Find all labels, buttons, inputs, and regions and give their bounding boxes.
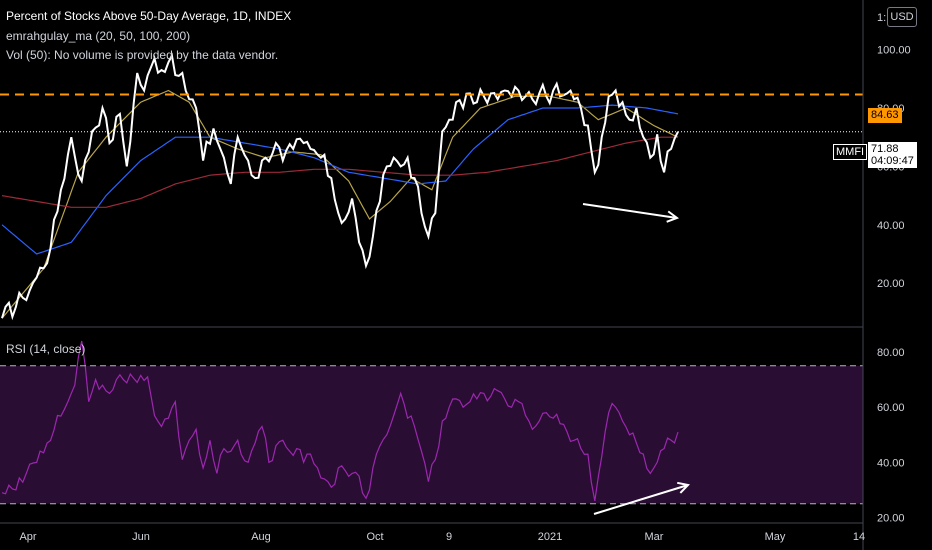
time-tick-label: Mar [645,531,664,543]
rsi-divergence-arrow-head [677,481,690,494]
ma200-line [1,136,678,208]
time-tick-label: Jun [132,531,150,543]
symbol-tag: MMFI [833,144,868,160]
user-drawings[interactable] [582,203,690,515]
axis-top-clipped-label: 1: [877,12,886,24]
rsi-line [1,340,679,502]
ma-study-legend[interactable]: emrahgulay_ma (20, 50, 100, 200) [6,29,191,43]
time-tick-label: Apr [19,531,36,543]
last-price-value: 71.88 [871,143,899,155]
time-tick-label: 9 [446,531,452,543]
chart-title[interactable]: Percent of Stocks Above 50-Day Average, … [6,9,292,23]
level-price-tag: 84.63 [868,108,902,123]
rsi-band [0,365,863,504]
price-divergence-arrow-head [666,210,680,223]
rsi-band-lines [0,365,863,505]
rsi-tick-label: 80.00 [877,347,905,359]
ma50-line [1,104,679,255]
last-price-tag: 71.88 04:09:47 [868,142,917,168]
time-tick-label: May [765,531,786,543]
price-divergence-arrow [582,203,678,219]
time-tick-label: 14 [853,531,865,543]
time-tick-label: Aug [251,531,271,543]
time-tick-label: Oct [366,531,383,543]
rsi-tick-label: 40.00 [877,457,905,469]
currency-button[interactable]: USD [887,7,917,27]
price-tick-label: 40.00 [877,220,905,232]
rsi-axis[interactable]: 20.00 40.00 60.00 80.00 [877,347,905,524]
volume-study-legend[interactable]: Vol (50): No volume is provided by the d… [6,48,279,62]
time-axis[interactable]: Apr Jun Aug Oct 9 2021 Mar May 14 [19,531,865,543]
rsi-tick-label: 60.00 [877,402,905,414]
time-tick-label: 2021 [538,531,562,543]
bar-countdown: 04:09:47 [871,155,914,167]
rsi-divergence-arrow [593,484,689,515]
price-tick-label: 100.00 [877,45,911,57]
rsi-tick-label: 20.00 [877,513,905,525]
price-tick-label: 20.00 [877,278,905,290]
rsi-study-legend[interactable]: RSI (14, close) [6,342,86,356]
price-line [1,52,679,321]
